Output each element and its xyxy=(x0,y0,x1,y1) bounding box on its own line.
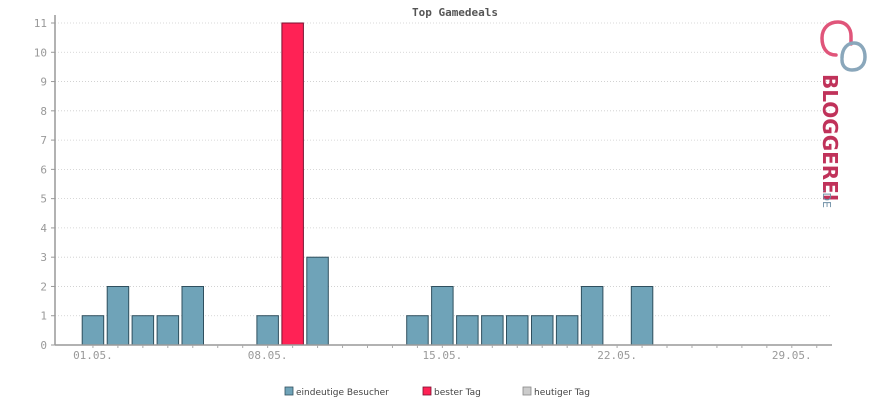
bar-day-2 xyxy=(106,286,130,346)
x-tick-labels: 01.05. 08.05. 15.05. 22.05. 29.05. xyxy=(73,345,818,362)
x-tick-label-29.05.: 29.05. xyxy=(772,349,812,362)
bar-day-20 xyxy=(555,315,579,346)
bar-day-17 xyxy=(481,315,504,346)
bars-group xyxy=(81,22,654,346)
grid-lines xyxy=(55,22,830,317)
bar-day-15 xyxy=(431,286,454,346)
legend-swatch-visitors xyxy=(284,386,294,396)
x-tick-label-01.05.: 01.05. xyxy=(73,349,113,362)
bar-day-5 xyxy=(181,286,204,346)
y-tick-label-6: 6 xyxy=(40,163,47,176)
chart-title: Top Gamedeals xyxy=(412,6,498,19)
y-tick-label-1: 1 xyxy=(40,310,47,323)
y-tick-label-5: 5 xyxy=(40,193,47,206)
bar-day-23 xyxy=(630,286,654,346)
y-tick-label-7: 7 xyxy=(40,134,47,147)
x-tick-label-15.05.: 15.05. xyxy=(423,349,463,362)
y-tick-label-0: 0 xyxy=(40,339,47,352)
y-tick-label-2: 2 xyxy=(40,280,47,293)
legend-label-today: heutiger Tag xyxy=(534,388,590,398)
bar-day-1 xyxy=(81,315,105,346)
legend-swatch-today xyxy=(522,386,532,396)
legend-swatch-best-day xyxy=(422,386,432,396)
y-tick-label-11: 11 xyxy=(34,17,47,30)
bloggerei-logo: BLOGGEREI .DE xyxy=(818,20,867,208)
bar-day-8 xyxy=(256,315,279,346)
bar-day-4 xyxy=(156,315,180,346)
y-tick-label-10: 10 xyxy=(34,46,47,59)
logo-suffix: .DE xyxy=(820,189,833,208)
bar-day-3 xyxy=(131,315,155,346)
y-tick-label-3: 3 xyxy=(40,251,47,264)
y-tick-label-4: 4 xyxy=(40,222,47,235)
logo-text: BLOGGEREI xyxy=(818,74,842,201)
bar-day-21 xyxy=(580,286,604,346)
bar-day-16 xyxy=(456,315,479,346)
x-tick-label-08.05.: 08.05. xyxy=(248,349,288,362)
legend: eindeutige Besucher bester Tag heutiger … xyxy=(284,386,590,398)
bar-day-18 xyxy=(506,315,529,346)
x-tick-label-22.05.: 22.05. xyxy=(597,349,637,362)
legend-label-best-day: bester Tag xyxy=(434,388,481,398)
bar-day-9 xyxy=(281,22,304,346)
bar-day-10 xyxy=(306,256,329,346)
y-tick-labels: 0 1 2 3 4 5 6 7 8 9 10 11 xyxy=(34,17,55,352)
logo-rings-icon xyxy=(820,20,867,72)
bar-day-14 xyxy=(406,315,429,346)
legend-label-visitors: eindeutige Besucher xyxy=(296,388,389,398)
y-tick-label-8: 8 xyxy=(40,105,47,118)
bar-day-19 xyxy=(531,315,554,346)
y-tick-label-9: 9 xyxy=(40,76,47,89)
axes-group xyxy=(54,15,832,346)
